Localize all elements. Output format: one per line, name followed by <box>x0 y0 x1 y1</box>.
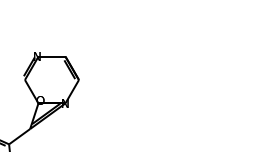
Text: O: O <box>35 95 44 108</box>
Text: O: O <box>35 95 44 108</box>
Text: N: N <box>33 51 42 64</box>
Text: N: N <box>61 98 70 111</box>
Text: N: N <box>61 98 70 111</box>
Text: N: N <box>33 51 42 64</box>
